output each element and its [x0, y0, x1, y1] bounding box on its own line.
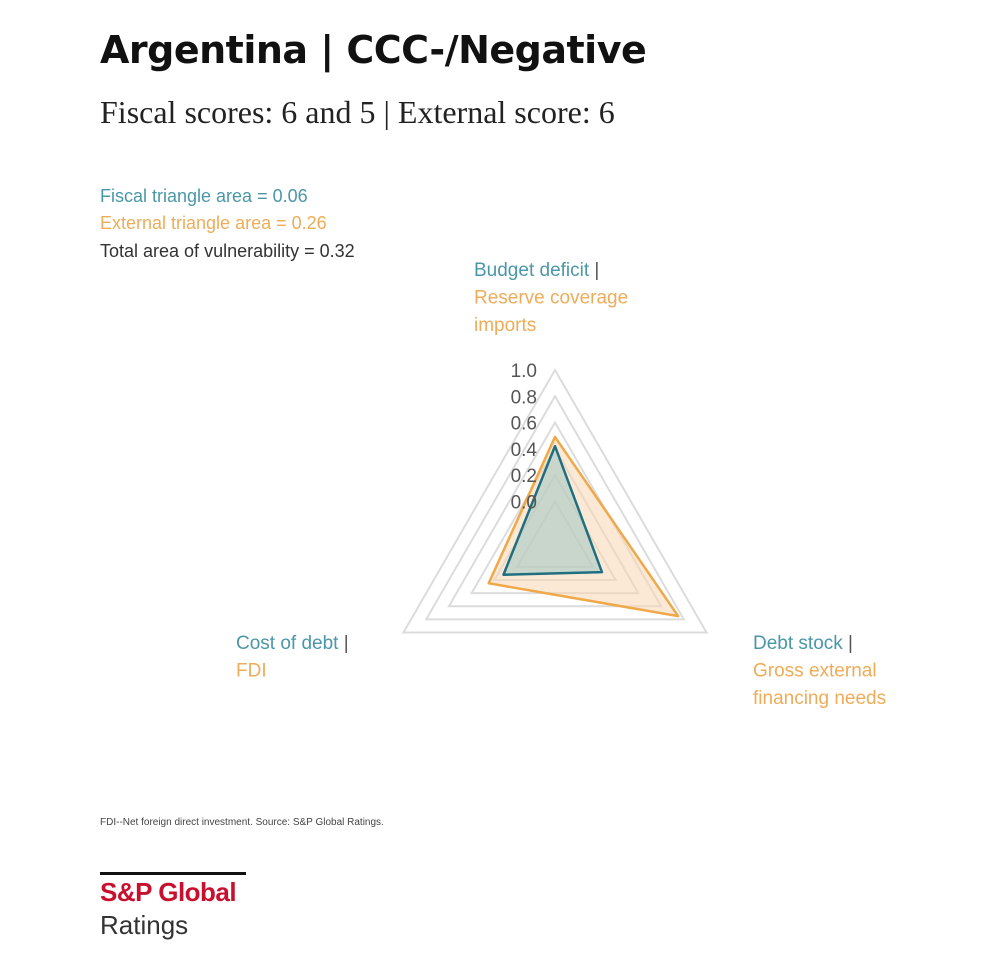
logo-sp-global: S&P Global	[100, 877, 237, 907]
grid-ring-4	[424, 394, 686, 621]
axis-fiscal-label-1: Debt stock	[753, 633, 843, 654]
axis-label-2: Cost of debt | FDI	[236, 633, 349, 682]
tick-label-3: 0.6	[511, 414, 537, 435]
tick-label-4: 0.8	[511, 387, 537, 408]
tick-label-2: 0.4	[511, 440, 538, 461]
axis-separator-2: |	[338, 633, 348, 654]
axis-separator-1: |	[843, 633, 853, 654]
axis-fiscal-label-0: Budget deficit	[474, 260, 590, 281]
axis-external-label-2-0: FDI	[236, 661, 267, 682]
tick-label-1: 0.2	[511, 466, 537, 487]
logo-rule	[100, 872, 246, 875]
axis-external-label-1-0: Gross external	[753, 661, 877, 682]
logo-ratings: Ratings	[100, 910, 189, 940]
axis-external-label-0-0: Reserve coverage	[474, 288, 628, 309]
axis-separator-0: |	[589, 260, 599, 281]
footnote: FDI--Net foreign direct investment. Sour…	[100, 817, 384, 828]
series-polygon-0	[502, 444, 604, 576]
chart-title: Argentina | CCC-/Negative	[100, 28, 647, 72]
external-area-note: External triangle area = 0.26	[100, 213, 327, 233]
grid-ring-5	[401, 367, 709, 634]
axis-external-label-1-1: financing needs	[753, 688, 886, 709]
tick-label-0: 0.0	[511, 492, 537, 513]
total-area-note: Total area of vulnerability = 0.32	[100, 241, 355, 261]
axis-fiscal-label-2: Cost of debt	[236, 633, 339, 654]
axis-external-label-0-1: imports	[474, 315, 536, 336]
fiscal-area-note: Fiscal triangle area = 0.06	[100, 186, 308, 206]
axis-label-1: Debt stock | Gross external financing need…	[753, 633, 886, 709]
axis-label-0: Budget deficit | Reserve coverage imports	[474, 260, 628, 336]
tick-label-5: 1.0	[511, 361, 537, 382]
chart-subtitle: Fiscal scores: 6 and 5 | External score:…	[100, 94, 615, 130]
